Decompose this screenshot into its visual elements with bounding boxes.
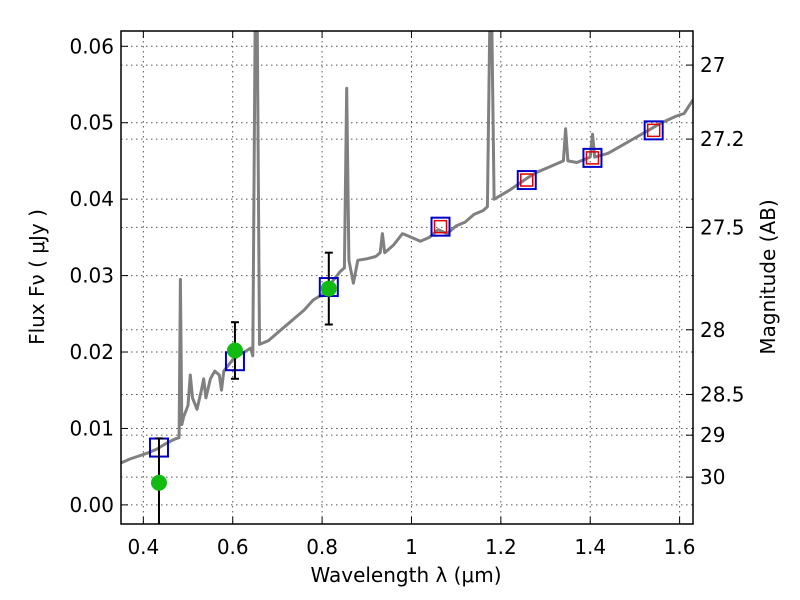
x-tick-label: 1.6 bbox=[664, 535, 696, 559]
observed-point bbox=[320, 280, 337, 297]
right-tick-label: 30 bbox=[700, 465, 725, 489]
right-tick-label: 29 bbox=[700, 423, 725, 447]
model-point-inner bbox=[433, 219, 448, 234]
model-point-square bbox=[643, 120, 664, 141]
x-tick-label: 1 bbox=[405, 535, 418, 559]
y-tick-label: 0.04 bbox=[69, 187, 114, 211]
right-tick-label: 28.5 bbox=[700, 382, 745, 406]
x-tick-label: 0.8 bbox=[306, 535, 338, 559]
model-photometry bbox=[148, 120, 664, 458]
y-tick-label: 0.02 bbox=[69, 340, 114, 364]
y-tick-label: 0.03 bbox=[69, 264, 114, 288]
x-tick-label: 1.2 bbox=[485, 535, 517, 559]
y-tick-label: 0.05 bbox=[69, 111, 114, 135]
right-axis-label: Magnitude (AB) bbox=[756, 199, 780, 354]
template-spectrum-line bbox=[121, 31, 693, 465]
y-axis-label: Flux Fν ( μJy ) bbox=[25, 209, 49, 345]
x-axis-ticks: 0.4 0.6 0.8 1 1.2 1.4 1.6 bbox=[127, 31, 696, 559]
model-point-square bbox=[430, 216, 451, 237]
observed-photometry bbox=[150, 251, 337, 524]
right-tick-label: 27.5 bbox=[700, 215, 745, 239]
x-tick-label: 0.4 bbox=[127, 535, 159, 559]
model-point-square bbox=[582, 147, 603, 168]
right-tick-label: 27.2 bbox=[700, 127, 745, 151]
grid bbox=[121, 31, 693, 524]
right-axis-ticks: 27 27.2 27.5 28 28.5 29 30 bbox=[686, 53, 745, 489]
right-tick-label: 27 bbox=[700, 53, 725, 77]
model-point-inner bbox=[585, 151, 600, 165]
model-point-inner bbox=[646, 123, 661, 138]
model-point-inner bbox=[520, 173, 534, 187]
plot-frame bbox=[120, 30, 694, 525]
model-point-square bbox=[516, 170, 537, 191]
right-tick-label: 28 bbox=[700, 318, 725, 342]
x-axis-label: Wavelength λ (μm) bbox=[310, 563, 501, 587]
y-tick-label: 0.00 bbox=[69, 493, 114, 517]
observed-point bbox=[226, 342, 243, 359]
y-tick-label: 0.06 bbox=[69, 34, 114, 58]
x-tick-label: 1.4 bbox=[574, 535, 606, 559]
y-tick-label: 0.01 bbox=[69, 416, 114, 440]
x-tick-label: 0.6 bbox=[217, 535, 249, 559]
y-axis-ticks: 0.00 0.01 0.02 0.03 0.04 0.05 0.06 bbox=[69, 34, 128, 517]
observed-point bbox=[150, 474, 167, 491]
